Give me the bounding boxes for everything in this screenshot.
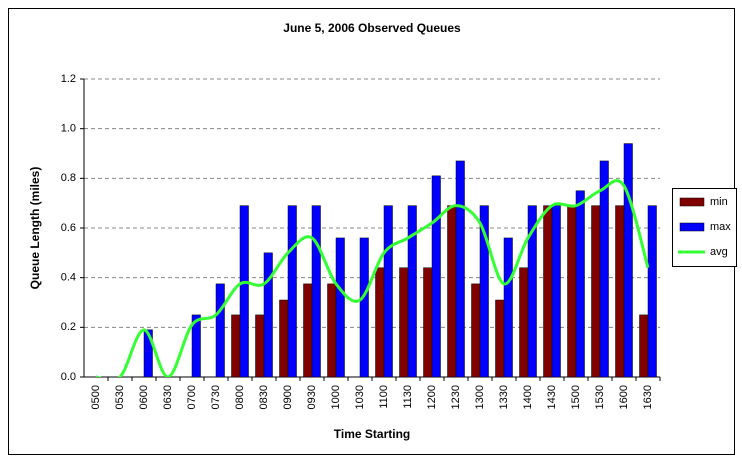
legend-label: avg xyxy=(710,246,728,258)
bar xyxy=(455,160,465,378)
x-axis-label: Time Starting xyxy=(334,427,410,441)
y-tick-label: 0.2 xyxy=(61,321,76,333)
x-tick-label: 0600 xyxy=(138,385,150,409)
x-tick-label: 0730 xyxy=(210,385,222,409)
bar xyxy=(431,175,441,378)
bar xyxy=(399,267,409,378)
bar xyxy=(575,190,585,378)
legend-swatch xyxy=(679,222,705,232)
bar xyxy=(327,283,337,378)
y-tick-label: 0.6 xyxy=(61,222,76,234)
legend-swatch xyxy=(679,197,705,207)
x-tick-label: 1430 xyxy=(546,385,558,409)
bar xyxy=(567,205,577,378)
bar xyxy=(447,205,457,378)
bar xyxy=(407,205,417,378)
bar xyxy=(215,283,225,378)
bar xyxy=(591,205,601,378)
bar xyxy=(311,205,321,378)
bar xyxy=(375,267,385,378)
bar xyxy=(599,160,609,378)
x-tick-label: 0830 xyxy=(258,385,270,409)
x-tick-label: 1330 xyxy=(498,385,510,409)
bar xyxy=(639,314,649,378)
bar xyxy=(551,205,561,378)
bar xyxy=(287,205,297,378)
bar xyxy=(503,237,513,378)
bar xyxy=(359,237,369,378)
bar xyxy=(303,283,313,378)
bar xyxy=(519,267,529,378)
bar xyxy=(471,283,481,378)
y-tick-label: 1.0 xyxy=(61,123,76,135)
bar xyxy=(495,299,505,378)
x-tick-label: 1530 xyxy=(594,385,606,409)
x-tick-label: 1100 xyxy=(378,385,390,409)
bar xyxy=(231,314,241,378)
line xyxy=(96,179,650,377)
x-tick-label: 1400 xyxy=(522,385,534,409)
x-tick-label: 1030 xyxy=(354,385,366,409)
x-tick-label: 0930 xyxy=(306,385,318,409)
y-tick-label: 0.4 xyxy=(61,272,76,284)
x-tick-label: 0630 xyxy=(162,385,174,409)
legend-label: min xyxy=(710,196,728,208)
bar xyxy=(615,205,625,378)
bar xyxy=(479,205,489,378)
x-tick-label: 1000 xyxy=(330,385,342,409)
bar xyxy=(239,205,249,378)
x-tick-label: 1130 xyxy=(402,385,414,409)
legend-label: max xyxy=(710,221,731,233)
x-tick-label: 1500 xyxy=(570,385,582,409)
x-tick-label: 1200 xyxy=(426,385,438,409)
bar xyxy=(527,205,537,378)
bar xyxy=(383,205,393,378)
bar xyxy=(255,314,265,378)
x-tick-label: 0800 xyxy=(234,385,246,409)
y-axis-label: Queue Length (miles) xyxy=(28,167,42,290)
x-tick-label: 0900 xyxy=(282,385,294,409)
bar xyxy=(423,267,433,378)
bar xyxy=(263,252,273,378)
x-tick-label: 1600 xyxy=(618,385,630,409)
bar xyxy=(647,205,657,378)
x-tick-label: 0500 xyxy=(90,385,102,409)
x-tick-label: 1300 xyxy=(474,385,486,409)
bar xyxy=(143,329,153,378)
x-tick-label: 1230 xyxy=(450,385,462,409)
bar xyxy=(191,314,201,378)
y-tick-label: 1.2 xyxy=(61,73,76,85)
y-tick-label: 0.8 xyxy=(61,172,76,184)
bar xyxy=(335,237,345,378)
x-tick-label: 0530 xyxy=(114,385,126,409)
x-tick-label: 1630 xyxy=(642,385,654,409)
x-tick-label: 0700 xyxy=(186,385,198,409)
y-tick-label: 0.0 xyxy=(61,371,76,383)
chart-title: June 5, 2006 Observed Queues xyxy=(283,21,461,35)
bar xyxy=(623,143,633,378)
bar xyxy=(279,299,289,378)
bar xyxy=(543,205,553,378)
